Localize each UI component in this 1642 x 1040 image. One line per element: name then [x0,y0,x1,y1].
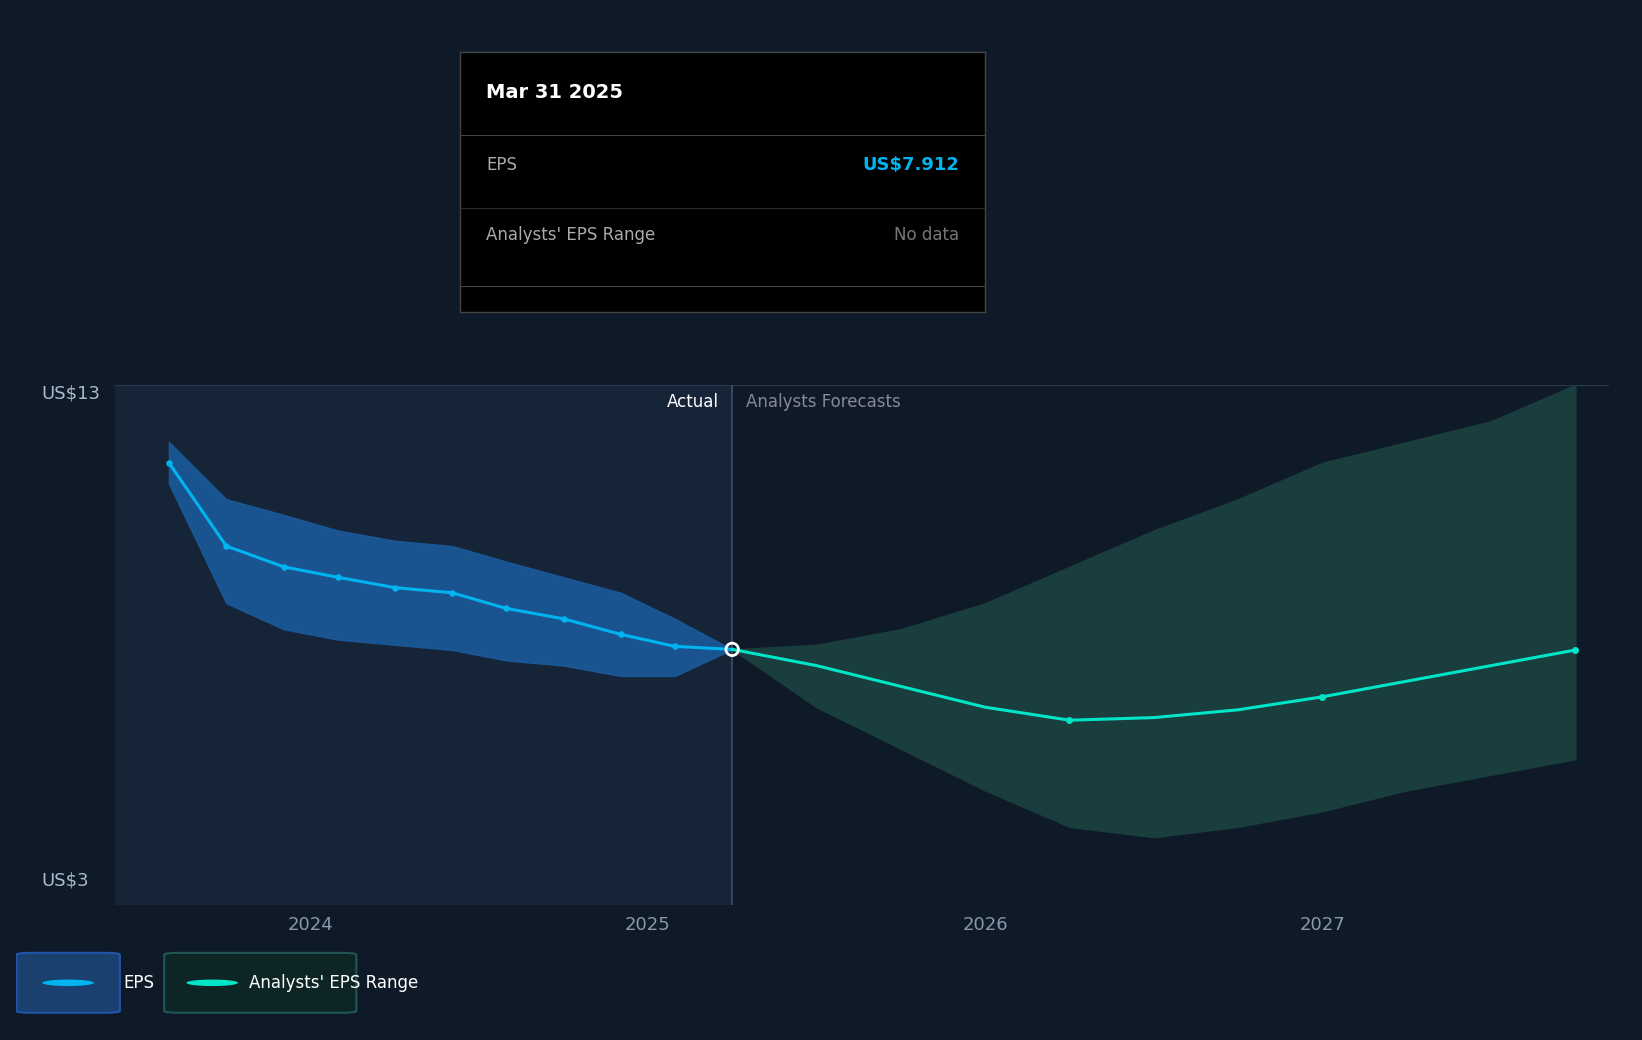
Text: Actual: Actual [667,393,719,411]
Text: No data: No data [893,227,959,244]
Point [550,610,576,627]
Point [381,579,407,596]
Point [662,638,688,655]
Point [1309,688,1335,705]
Text: Analysts' EPS Range: Analysts' EPS Range [250,973,419,992]
FancyBboxPatch shape [16,953,120,1013]
Point [608,626,634,643]
FancyBboxPatch shape [164,953,356,1013]
Point [493,600,519,617]
Text: Analysts' EPS Range: Analysts' EPS Range [486,227,655,244]
Point [156,454,182,471]
Point [1562,642,1588,658]
Point [719,641,745,657]
Text: EPS: EPS [123,973,154,992]
Text: US$13: US$13 [41,385,100,402]
Text: Analysts Forecasts: Analysts Forecasts [745,393,900,411]
Text: EPS: EPS [486,156,517,174]
Point [438,584,465,601]
Point [213,538,240,554]
Text: US$7.912: US$7.912 [862,156,959,174]
Circle shape [43,980,94,986]
Point [325,569,351,586]
Point [1056,711,1082,728]
Point [271,558,297,575]
Circle shape [187,980,238,986]
Text: Mar 31 2025: Mar 31 2025 [486,83,622,102]
Bar [115,385,732,905]
Text: US$3: US$3 [41,872,89,889]
